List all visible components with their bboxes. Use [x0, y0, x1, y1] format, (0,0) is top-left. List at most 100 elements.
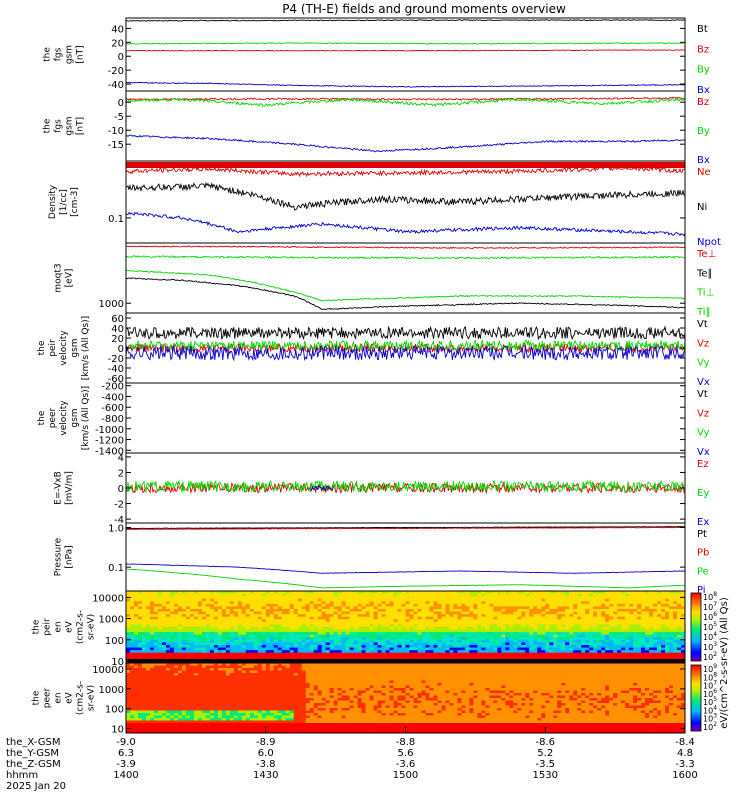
heatmap-cell: [257, 621, 263, 625]
heatmap-cell: [509, 655, 514, 659]
heatmap-cell: [297, 642, 303, 646]
heatmap-cell: [325, 619, 331, 623]
heatmap-cell: [553, 624, 558, 628]
heatmap-cell: [205, 632, 211, 636]
heatmap-cell: [445, 634, 450, 638]
heatmap-cell: [261, 673, 267, 676]
heatmap-cell: [181, 609, 187, 612]
heatmap-cell: [289, 652, 295, 656]
heatmap-cell: [373, 675, 378, 679]
heatmap-cell: [477, 670, 482, 674]
heatmap-cell: [673, 632, 678, 636]
heatmap-cell: [633, 603, 638, 607]
heatmap-cell: [329, 601, 335, 605]
heatmap-cell: [161, 668, 167, 671]
heatmap-cell: [529, 665, 534, 669]
heatmap-cell: [557, 606, 562, 610]
heatmap-cell: [525, 611, 530, 615]
heatmap-cell: [417, 598, 422, 602]
heatmap-cell: [569, 603, 574, 607]
heatmap-cell: [565, 655, 570, 659]
heatmap-cell: [205, 675, 211, 679]
heatmap-cell: [189, 655, 195, 659]
heatmap-cell: [169, 663, 175, 666]
heatmap-cell: [525, 603, 530, 607]
heatmap-cell: [485, 655, 490, 659]
heatmap-cell: [509, 609, 514, 612]
heatmap-cell: [657, 601, 662, 605]
heatmap-cell: [126, 632, 131, 636]
heatmap-cell: [601, 675, 606, 679]
series-line-Te∥: [125, 277, 686, 311]
heatmap-cell: [225, 645, 231, 648]
heatmap-cell: [533, 663, 538, 666]
heatmap-cell: [313, 652, 319, 656]
heatmap-cell: [305, 673, 311, 676]
heatmap-cell: [585, 673, 590, 676]
heatmap-cell: [409, 655, 414, 659]
heatmap-cell: [317, 609, 323, 612]
heatmap-cell: [413, 601, 418, 605]
heatmap-cell: [469, 619, 474, 623]
heatmap-cell: [589, 603, 594, 607]
heatmap-cell: [625, 652, 630, 656]
heatmap-cell: [141, 637, 147, 641]
heatmap-cell: [633, 637, 638, 641]
heatmap-cell: [609, 606, 614, 610]
heatmap-cell: [609, 621, 614, 625]
heatmap-cell: [637, 591, 642, 594]
heatmap-cell: [581, 650, 586, 654]
heatmap-cell: [153, 632, 159, 636]
heatmap-cell: [641, 591, 646, 594]
heatmap-cell: [661, 665, 666, 669]
heatmap-cell: [137, 675, 143, 679]
heatmap-cell: [665, 609, 670, 612]
heatmap-cell: [573, 645, 578, 648]
heatmap-cell: [201, 609, 207, 612]
heatmap-cell: [337, 670, 343, 674]
heatmap-cell: [497, 616, 502, 620]
heatmap-cell: [213, 642, 219, 646]
heatmap-cell: [377, 621, 382, 625]
heatmap-cell: [621, 621, 626, 625]
heatmap-cell: [241, 621, 247, 625]
heatmap-cell: [661, 650, 666, 654]
heatmap-cell: [417, 670, 422, 674]
heatmap-cell: [213, 596, 219, 600]
heatmap-cell: [325, 603, 331, 607]
heatmap-cell: [381, 655, 386, 659]
heatmap-cell: [437, 668, 442, 671]
heatmap-cell: [601, 668, 606, 671]
heatmap-cell: [133, 650, 139, 654]
heatmap-cell: [277, 606, 283, 610]
heatmap-cell: [637, 596, 642, 600]
heatmap-cell: [669, 675, 674, 679]
heatmap-cell: [273, 645, 279, 648]
y-axis-label: velocity: [59, 330, 69, 366]
series-line-Npot: [125, 211, 686, 237]
heatmap-cell: [257, 645, 263, 648]
heatmap-cell: [177, 616, 183, 620]
heatmap-cell: [433, 629, 438, 633]
heatmap-cell: [357, 650, 362, 654]
heatmap-cell: [473, 655, 478, 659]
heatmap-cell: [561, 639, 566, 643]
heatmap-cell: [317, 598, 323, 602]
heatmap-cell: [245, 598, 251, 602]
heatmap-cell: [237, 647, 243, 651]
heatmap-cell: [601, 637, 606, 641]
heatmap-cell: [481, 634, 486, 638]
heatmap-cell: [205, 627, 211, 630]
heatmap-cell: [265, 598, 271, 602]
heatmap-cell: [581, 616, 586, 620]
heatmap-cell: [173, 593, 179, 597]
heatmap-cell: [513, 621, 518, 625]
y-tick-label: 10: [111, 657, 124, 668]
heatmap-cell: [625, 650, 630, 654]
heatmap-cell: [197, 632, 203, 636]
heatmap-cell: [173, 652, 179, 656]
heatmap-cell: [645, 652, 650, 656]
heatmap-cell: [157, 609, 163, 612]
heatmap-cell: [557, 624, 562, 628]
heatmap-cell: [441, 673, 446, 676]
